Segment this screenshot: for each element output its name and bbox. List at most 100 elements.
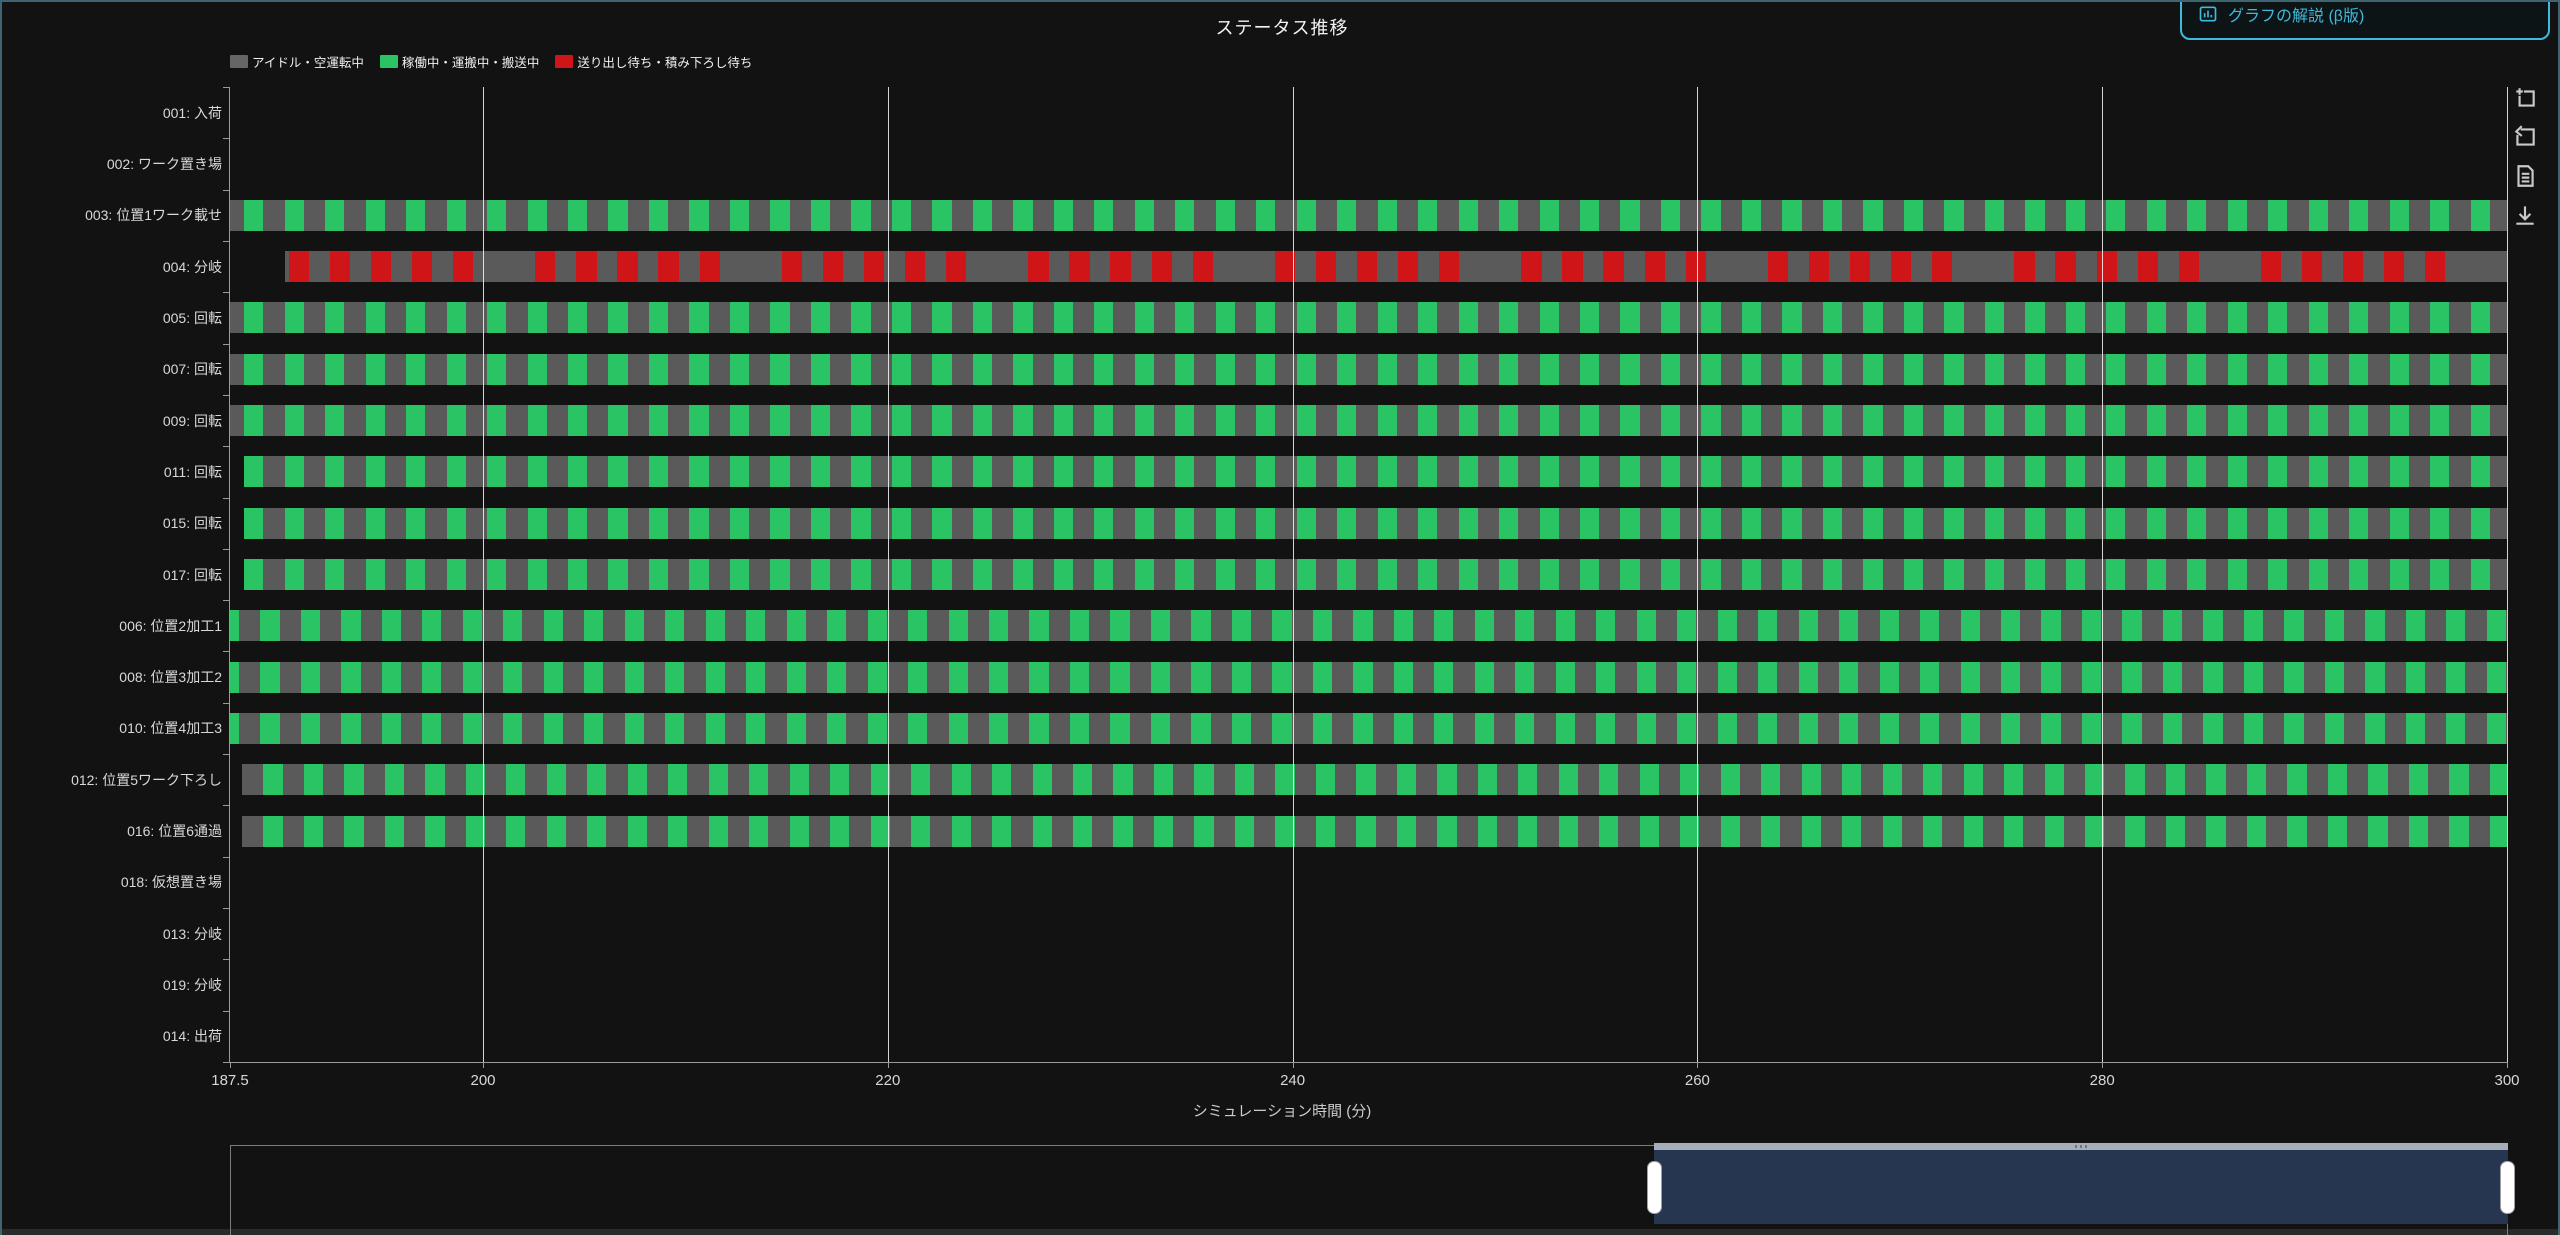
status-segment-active <box>1150 712 1171 744</box>
status-segment-active <box>568 559 588 590</box>
status-segment-active <box>1599 815 1619 847</box>
status-segment-active <box>608 302 628 334</box>
status-segment-active <box>1539 353 1559 385</box>
status-segment-active <box>2004 764 2024 796</box>
status-segment-active <box>1256 353 1276 385</box>
status-segment-active <box>1337 507 1357 539</box>
status-segment-active <box>870 815 890 847</box>
status-segment-active <box>705 610 725 642</box>
status-segment-active <box>786 661 806 693</box>
status-segment-active <box>2430 456 2450 488</box>
legend-item[interactable]: 送り出し待ち・積み下ろし待ち <box>555 52 752 71</box>
status-segment-active <box>1069 712 1090 744</box>
rangeslider-right-handle[interactable] <box>2500 1161 2515 1214</box>
rangeslider-selection[interactable] <box>1653 1146 2508 1224</box>
status-segment-active <box>1863 456 1883 488</box>
status-segment-active <box>1377 199 1397 231</box>
status-segment-active <box>1515 610 1535 642</box>
status-segment-active <box>1053 199 1073 231</box>
status-segment-active <box>462 661 482 693</box>
legend-item[interactable]: アイドル・空運転中 <box>230 52 364 71</box>
status-segment-active <box>891 405 912 437</box>
status-segment-active <box>365 456 385 488</box>
graph-help-button[interactable]: グラフの解説 (β版) <box>2180 2 2550 40</box>
report-icon[interactable] <box>2510 162 2540 192</box>
status-segment-active <box>1782 199 1802 231</box>
status-segment-active <box>648 405 669 437</box>
status-segment-active <box>1701 559 1721 590</box>
status-segment-active <box>992 815 1012 847</box>
status-segment-active <box>2041 661 2061 693</box>
status-segment-active <box>2449 815 2469 847</box>
status-segment-active <box>284 199 304 231</box>
status-segment-active <box>1863 559 1883 590</box>
status-segment-active <box>1418 353 1438 385</box>
rangeslider-left-handle[interactable] <box>1646 1161 1662 1214</box>
status-segment-active <box>1194 764 1214 796</box>
download-icon[interactable] <box>2510 201 2540 231</box>
status-segment-active <box>284 456 304 488</box>
status-segment-active <box>1418 507 1438 539</box>
status-segment-waiting <box>1192 251 1213 283</box>
status-segment-waiting <box>2096 251 2117 283</box>
status-segment-active <box>932 353 952 385</box>
legend-item[interactable]: 稼働中・運搬中・搬送中 <box>379 52 539 71</box>
status-segment-active <box>1053 353 1073 385</box>
status-segment-active <box>665 661 685 693</box>
status-segment-active <box>2001 712 2021 744</box>
status-segment-active <box>1337 405 1357 437</box>
status-segment-active <box>810 199 831 231</box>
status-segment-active <box>1801 764 1821 796</box>
status-segment-active <box>2449 764 2469 796</box>
status-segment-active <box>2324 610 2345 642</box>
status-segment-active <box>1879 712 1899 744</box>
status-segment-active <box>2206 764 2226 796</box>
status-segment-active <box>446 405 466 437</box>
status-segment-waiting <box>617 251 638 283</box>
status-segment-active <box>1053 405 1073 437</box>
status-segment-active <box>2470 353 2490 385</box>
status-segment-active <box>1984 199 2005 231</box>
status-segment-active <box>2405 712 2426 744</box>
x-axis-tick <box>887 1062 889 1068</box>
status-segment-waiting <box>288 251 309 283</box>
x-gridline <box>2102 87 2104 1062</box>
status-segment-active <box>2243 712 2264 744</box>
status-segment-waiting <box>1028 251 1049 283</box>
status-segment-active <box>1134 302 1154 334</box>
status-segment-active <box>1418 302 1438 334</box>
status-segment-active <box>1013 507 1033 539</box>
y-axis-label: 001: 入荷 <box>162 104 222 121</box>
status-segment-active <box>1782 507 1802 539</box>
status-segment-active <box>1393 661 1414 693</box>
reset-axes-icon[interactable] <box>2510 123 2540 153</box>
status-segment-active <box>608 353 628 385</box>
status-segment-active <box>729 456 750 488</box>
status-segment-active <box>729 353 750 385</box>
zoom-in-icon[interactable] <box>2510 84 2540 114</box>
status-segment-active <box>1822 405 1843 437</box>
status-segment-active <box>1620 507 1640 539</box>
status-segment-active <box>230 610 240 642</box>
y-axis-tick <box>223 1010 229 1012</box>
status-segment-active <box>1580 199 1600 231</box>
status-segment-active <box>2430 353 2450 385</box>
status-segment-active <box>1960 610 1980 642</box>
status-segment-active <box>260 712 280 744</box>
status-segment-active <box>2065 559 2085 590</box>
status-segment-active <box>2146 456 2166 488</box>
status-segment-active <box>425 815 445 847</box>
status-segment-active <box>948 610 968 642</box>
status-segment-active <box>1110 610 1130 642</box>
status-segment-active <box>2125 815 2145 847</box>
rangeslider-drag-header[interactable] <box>1653 1143 2508 1150</box>
status-segment-active <box>2287 815 2307 847</box>
status-segment-active <box>2349 353 2369 385</box>
status-segment-active <box>2203 712 2223 744</box>
status-segment-active <box>2001 610 2021 642</box>
status-segment-active <box>527 353 547 385</box>
status-segment-active <box>487 199 507 231</box>
y-axis-label: 019: 分岐 <box>162 977 222 994</box>
status-segment-active <box>1636 610 1656 642</box>
status-segment-active <box>303 764 324 796</box>
